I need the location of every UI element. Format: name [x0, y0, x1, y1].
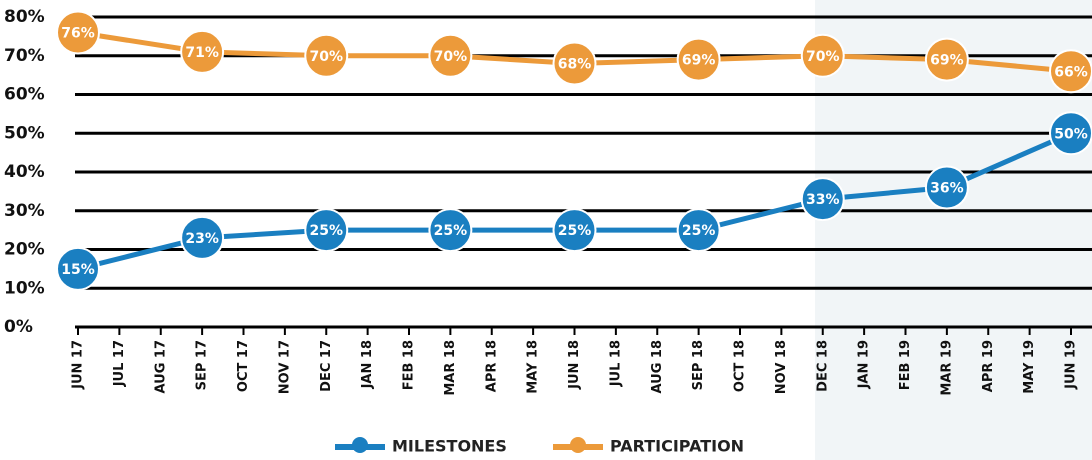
y-tick-label: 40%: [4, 162, 45, 182]
x-tick-label: AUG 18: [650, 340, 665, 394]
y-tick-label: 30%: [4, 201, 45, 221]
point: [180, 29, 225, 74]
x-tick-label: NOV 18: [774, 340, 789, 394]
point: [924, 37, 969, 82]
x-tick-label: JAN 18: [360, 340, 375, 389]
y-tick-label: 0%: [4, 317, 33, 337]
x-tick-label: SEP 17: [195, 340, 210, 390]
point: [552, 208, 597, 253]
x-tick-label: SEP 18: [691, 340, 706, 390]
x-tick-label: DEC 17: [319, 340, 334, 392]
legend-marker: [352, 437, 368, 453]
value-label: 70%: [434, 49, 468, 65]
x-tick-label: JUN 18: [567, 340, 582, 390]
y-tick-label: 70%: [4, 46, 45, 66]
value-label: 23%: [185, 231, 219, 247]
point: [800, 177, 845, 222]
point: [676, 37, 721, 82]
x-tick-label: JUN 17: [71, 340, 86, 390]
x-tick-label: MAY 18: [526, 340, 541, 394]
value-label: 76%: [61, 26, 95, 42]
value-label: 50%: [1054, 126, 1088, 142]
x-tick-label: FEB 19: [898, 340, 913, 390]
point: [428, 33, 473, 78]
x-tick-label: AUG 17: [153, 340, 168, 394]
value-label: 68%: [558, 57, 592, 73]
x-tick-label: NOV 17: [277, 340, 292, 394]
point: [56, 246, 100, 291]
value-label: 71%: [185, 45, 219, 61]
x-tick-label: JAN 19: [857, 340, 872, 389]
x-tick-label: OCT 18: [733, 340, 748, 392]
x-tick-label: MAY 19: [1022, 340, 1037, 394]
point: [304, 33, 349, 78]
x-tick-label: JUL 18: [608, 340, 623, 387]
value-label: 36%: [930, 181, 964, 197]
value-label: 25%: [309, 223, 343, 239]
y-tick-label: 10%: [4, 278, 45, 298]
point: [180, 215, 225, 260]
value-label: 25%: [434, 223, 468, 239]
x-tick-label: FEB 18: [402, 340, 417, 390]
x-tick-label: DEC 18: [815, 340, 830, 392]
point: [800, 33, 845, 78]
x-tick-label: APR 18: [484, 340, 499, 392]
y-tick-label: 60%: [4, 85, 45, 105]
x-tick-label: OCT 17: [236, 340, 251, 392]
value-label: 15%: [61, 262, 95, 278]
point: [924, 165, 969, 210]
legend-label: PARTICIPATION: [610, 437, 744, 456]
value-label: 25%: [682, 223, 716, 239]
value-label: 70%: [309, 49, 343, 65]
x-tick-label: APR 19: [981, 340, 996, 392]
x-tick-label: MAR 19: [939, 340, 954, 396]
legend-label: MILESTONES: [392, 437, 507, 456]
point: [304, 208, 349, 253]
x-tick-label: JUN 19: [1064, 340, 1079, 390]
value-label: 70%: [806, 49, 840, 65]
y-tick-label: 80%: [4, 7, 45, 27]
value-label: 69%: [930, 53, 964, 69]
point: [1049, 49, 1092, 94]
point: [428, 208, 473, 253]
x-tick-label: MAR 18: [443, 340, 458, 396]
y-tick-label: 50%: [4, 123, 45, 143]
value-label: 69%: [682, 53, 716, 69]
point: [552, 41, 597, 86]
y-tick-label: 20%: [4, 240, 45, 260]
point: [676, 208, 721, 253]
x-tick-label: JUL 17: [112, 340, 127, 387]
point: [1049, 111, 1092, 156]
value-label: 25%: [558, 223, 592, 239]
value-label: 66%: [1054, 64, 1088, 80]
legend-marker: [570, 437, 586, 453]
point: [56, 10, 100, 55]
value-label: 33%: [806, 192, 840, 208]
